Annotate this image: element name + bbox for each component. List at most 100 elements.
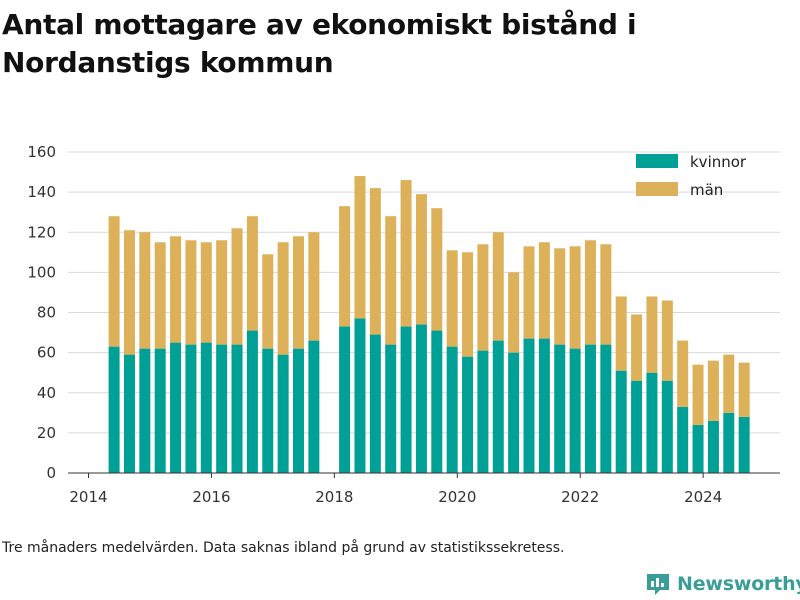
y-tick-label: 100 xyxy=(27,263,56,281)
bar-man xyxy=(262,254,274,349)
y-tick-label: 20 xyxy=(37,424,56,442)
y-tick-label: 40 xyxy=(37,384,56,402)
y-tick-label: 80 xyxy=(37,304,56,322)
y-tick-label: 120 xyxy=(27,223,56,241)
chart-title: Antal mottagare av ekonomiskt bistånd i … xyxy=(2,8,637,79)
bar-kvinnor xyxy=(123,354,135,473)
bar-man xyxy=(246,216,258,331)
bar-kvinnor xyxy=(538,338,550,473)
bar-man xyxy=(415,194,427,325)
bar-kvinnor xyxy=(677,406,689,473)
y-tick-label: 140 xyxy=(27,183,56,201)
bar-kvinnor xyxy=(462,356,474,473)
bar-kvinnor xyxy=(692,424,704,473)
bar-kvinnor xyxy=(661,380,673,473)
bar-man xyxy=(554,248,566,345)
brand-logo: Newsworthy xyxy=(645,570,800,598)
bar-kvinnor xyxy=(216,344,228,473)
bar-man xyxy=(477,244,489,351)
bar-kvinnor xyxy=(738,416,750,473)
bar-man xyxy=(216,240,228,345)
bar-kvinnor xyxy=(339,326,351,473)
bar-kvinnor xyxy=(523,338,535,473)
bar-kvinnor xyxy=(492,340,504,473)
bar-series xyxy=(108,176,750,473)
x-tick-label: 2020 xyxy=(438,488,476,506)
bar-man xyxy=(615,296,627,371)
bar-kvinnor xyxy=(139,348,151,473)
bar-kvinnor xyxy=(477,350,489,473)
bar-kvinnor xyxy=(277,354,289,473)
bar-kvinnor xyxy=(200,342,212,473)
bar-man xyxy=(492,232,504,341)
bar-kvinnor xyxy=(615,370,627,473)
legend-label: män xyxy=(690,181,723,199)
bar-man xyxy=(677,340,689,407)
bar-man xyxy=(600,244,612,345)
bar-man xyxy=(293,236,305,349)
x-tick-label: 2016 xyxy=(192,488,230,506)
bar-man xyxy=(707,360,719,421)
bar-man xyxy=(523,246,535,339)
bar-man xyxy=(354,176,366,319)
bar-man xyxy=(139,232,151,349)
bar-kvinnor xyxy=(707,420,719,473)
bar-man xyxy=(661,300,673,381)
bar-kvinnor xyxy=(584,344,596,473)
bar-man xyxy=(154,242,166,349)
bar-man xyxy=(400,180,412,327)
bar-kvinnor xyxy=(308,340,320,473)
bar-man xyxy=(431,208,443,331)
bar-kvinnor xyxy=(293,348,305,473)
legend: kvinnor män xyxy=(636,153,747,199)
bar-man xyxy=(631,314,643,381)
footnote: Tre månaders medelvärden. Data saknas ib… xyxy=(2,540,565,556)
bar-man xyxy=(308,232,320,341)
bar-kvinnor xyxy=(400,326,412,473)
bar-kvinnor xyxy=(354,318,366,473)
legend-swatch xyxy=(636,154,678,168)
bar-man xyxy=(339,206,351,327)
bar-kvinnor xyxy=(154,348,166,473)
bar-kvinnor xyxy=(108,346,120,473)
brand-name: Newsworthy xyxy=(677,573,800,595)
bar-man xyxy=(692,364,704,425)
legend-swatch xyxy=(636,182,678,196)
bar-kvinnor xyxy=(569,348,581,473)
x-tick-label: 2022 xyxy=(561,488,599,506)
legend-label: kvinnor xyxy=(690,153,747,171)
bar-man xyxy=(538,242,550,339)
bar-man xyxy=(584,240,596,345)
bar-man xyxy=(231,228,243,345)
bar-kvinnor xyxy=(431,330,443,473)
bar-man xyxy=(108,216,120,347)
bar-kvinnor xyxy=(723,412,735,473)
bar-kvinnor xyxy=(600,344,612,473)
bar-kvinnor xyxy=(246,330,258,473)
bar-man xyxy=(462,252,474,357)
bar-man xyxy=(569,246,581,349)
bar-man xyxy=(369,188,381,335)
bar-man xyxy=(123,230,135,355)
x-tick-label: 2018 xyxy=(315,488,353,506)
x-axis: 2014 2016 2018 2020 2022 2024 xyxy=(68,472,780,506)
bar-man xyxy=(723,354,735,413)
bar-man xyxy=(200,242,212,343)
bar-man xyxy=(385,216,397,345)
bar-kvinnor xyxy=(415,324,427,473)
bar-man xyxy=(185,240,197,345)
bar-chart-logo-icon xyxy=(647,574,669,595)
bar-kvinnor xyxy=(446,346,458,473)
bar-man xyxy=(738,362,750,417)
bar-man xyxy=(508,272,520,353)
y-axis-tick-labels: 0 20 40 60 80 100 120 140 160 xyxy=(27,143,56,482)
bar-kvinnor xyxy=(385,344,397,473)
x-tick-label: 2014 xyxy=(69,488,107,506)
y-tick-label: 60 xyxy=(37,344,56,362)
bar-man xyxy=(170,236,182,343)
bar-man xyxy=(646,296,658,373)
bar-man xyxy=(277,242,289,355)
y-tick-label: 0 xyxy=(46,464,56,482)
bar-kvinnor xyxy=(185,344,197,473)
